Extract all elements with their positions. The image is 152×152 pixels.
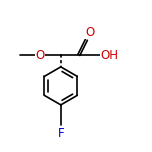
Text: F: F (57, 127, 64, 140)
Text: O: O (85, 26, 94, 39)
Text: OH: OH (100, 49, 118, 62)
Text: O: O (36, 49, 45, 62)
